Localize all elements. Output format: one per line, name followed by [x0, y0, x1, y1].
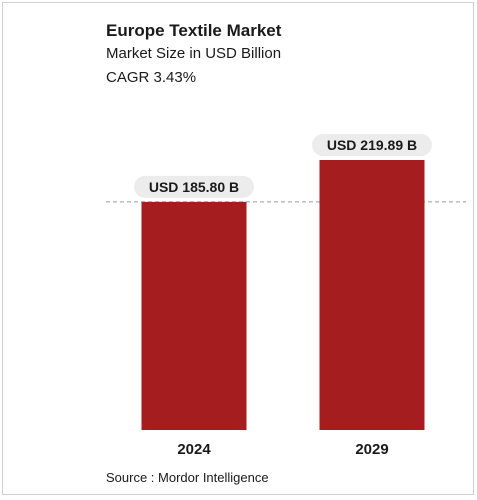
cagr-label: CAGR 3.43%	[106, 69, 197, 86]
bar-2029	[319, 160, 425, 430]
value-label-bg-2024	[134, 175, 254, 198]
chart-subtitle: Market Size in USD Billion	[106, 45, 282, 62]
value-label-bg-2029	[312, 134, 432, 156]
x-tick-label-2029: 2029	[355, 441, 388, 458]
bar-2024	[141, 201, 247, 430]
value-label-2029: USD 219.89 B	[327, 137, 417, 153]
value-label-2024: USD 185.80 B	[149, 179, 239, 195]
x-tick-label-2024: 2024	[177, 441, 211, 458]
chart-title: Europe Textile Market	[106, 21, 282, 40]
source-note: Source : Mordor Intelligence	[106, 470, 269, 485]
